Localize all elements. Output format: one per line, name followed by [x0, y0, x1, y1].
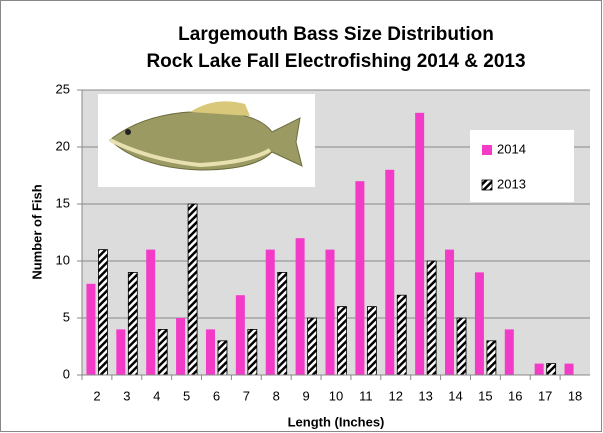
x-tick-label: 8 — [273, 388, 280, 403]
legend-label: 2014 — [497, 141, 526, 156]
bar — [98, 249, 108, 376]
bar — [247, 328, 258, 376]
x-tick-label: 10 — [329, 388, 343, 403]
bar — [415, 112, 425, 376]
x-tick-label: 12 — [389, 388, 403, 403]
x-tick-label: 6 — [213, 388, 220, 403]
bar — [385, 169, 395, 375]
y-tick-label: 0 — [63, 366, 70, 381]
x-axis-title: Length (Inches) — [288, 414, 385, 429]
legend-swatch — [482, 145, 492, 155]
bar — [307, 317, 318, 376]
bar — [456, 317, 467, 376]
bar — [277, 271, 288, 376]
x-tick-label: 16 — [508, 388, 522, 403]
y-tick-label: 5 — [63, 309, 70, 324]
x-tick-label: 13 — [418, 388, 432, 403]
x-tick-label: 9 — [303, 388, 310, 403]
bar — [337, 306, 347, 376]
y-tick-label: 10 — [56, 252, 70, 267]
bar — [235, 295, 245, 375]
bar — [157, 328, 168, 376]
x-tick-label: 5 — [183, 388, 190, 403]
bar — [127, 271, 138, 376]
bar — [564, 363, 574, 375]
bar — [445, 249, 455, 375]
bar — [325, 249, 335, 375]
x-tick-label: 18 — [568, 388, 582, 403]
bar — [474, 272, 484, 375]
x-tick-label: 7 — [243, 388, 250, 403]
bar — [355, 181, 365, 375]
chart-title: Largemouth Bass Size Distribution — [178, 24, 494, 45]
bar — [486, 340, 497, 376]
bar — [187, 203, 198, 376]
bar — [426, 260, 437, 376]
y-tick-label: 15 — [56, 195, 70, 210]
x-tick-label: 2 — [93, 388, 100, 403]
bar — [217, 340, 228, 376]
bar — [176, 318, 186, 375]
bar — [265, 249, 275, 375]
y-tick-label: 25 — [56, 81, 70, 96]
bar — [146, 249, 156, 375]
x-tick-label: 4 — [153, 388, 160, 403]
y-axis-title: Number of Fish — [29, 184, 44, 279]
legend-swatch — [481, 179, 493, 191]
fish-image — [98, 94, 315, 187]
bar — [396, 294, 407, 376]
bar — [546, 363, 557, 376]
x-tick-label: 11 — [359, 388, 373, 403]
bar — [86, 283, 96, 375]
bar — [366, 306, 377, 376]
bar — [295, 238, 305, 375]
x-tick-label: 14 — [448, 388, 462, 403]
bar — [504, 329, 514, 375]
x-tick-label: 17 — [538, 388, 552, 403]
x-tick-label: 15 — [478, 388, 492, 403]
bar — [116, 329, 126, 375]
legend-label: 2013 — [497, 176, 526, 191]
chart-subtitle: Rock Lake Fall Electrofishing 2014 & 201… — [146, 51, 525, 72]
bar — [205, 329, 215, 375]
bar — [534, 363, 544, 375]
y-tick-label: 20 — [56, 138, 70, 153]
x-tick-label: 3 — [123, 388, 130, 403]
